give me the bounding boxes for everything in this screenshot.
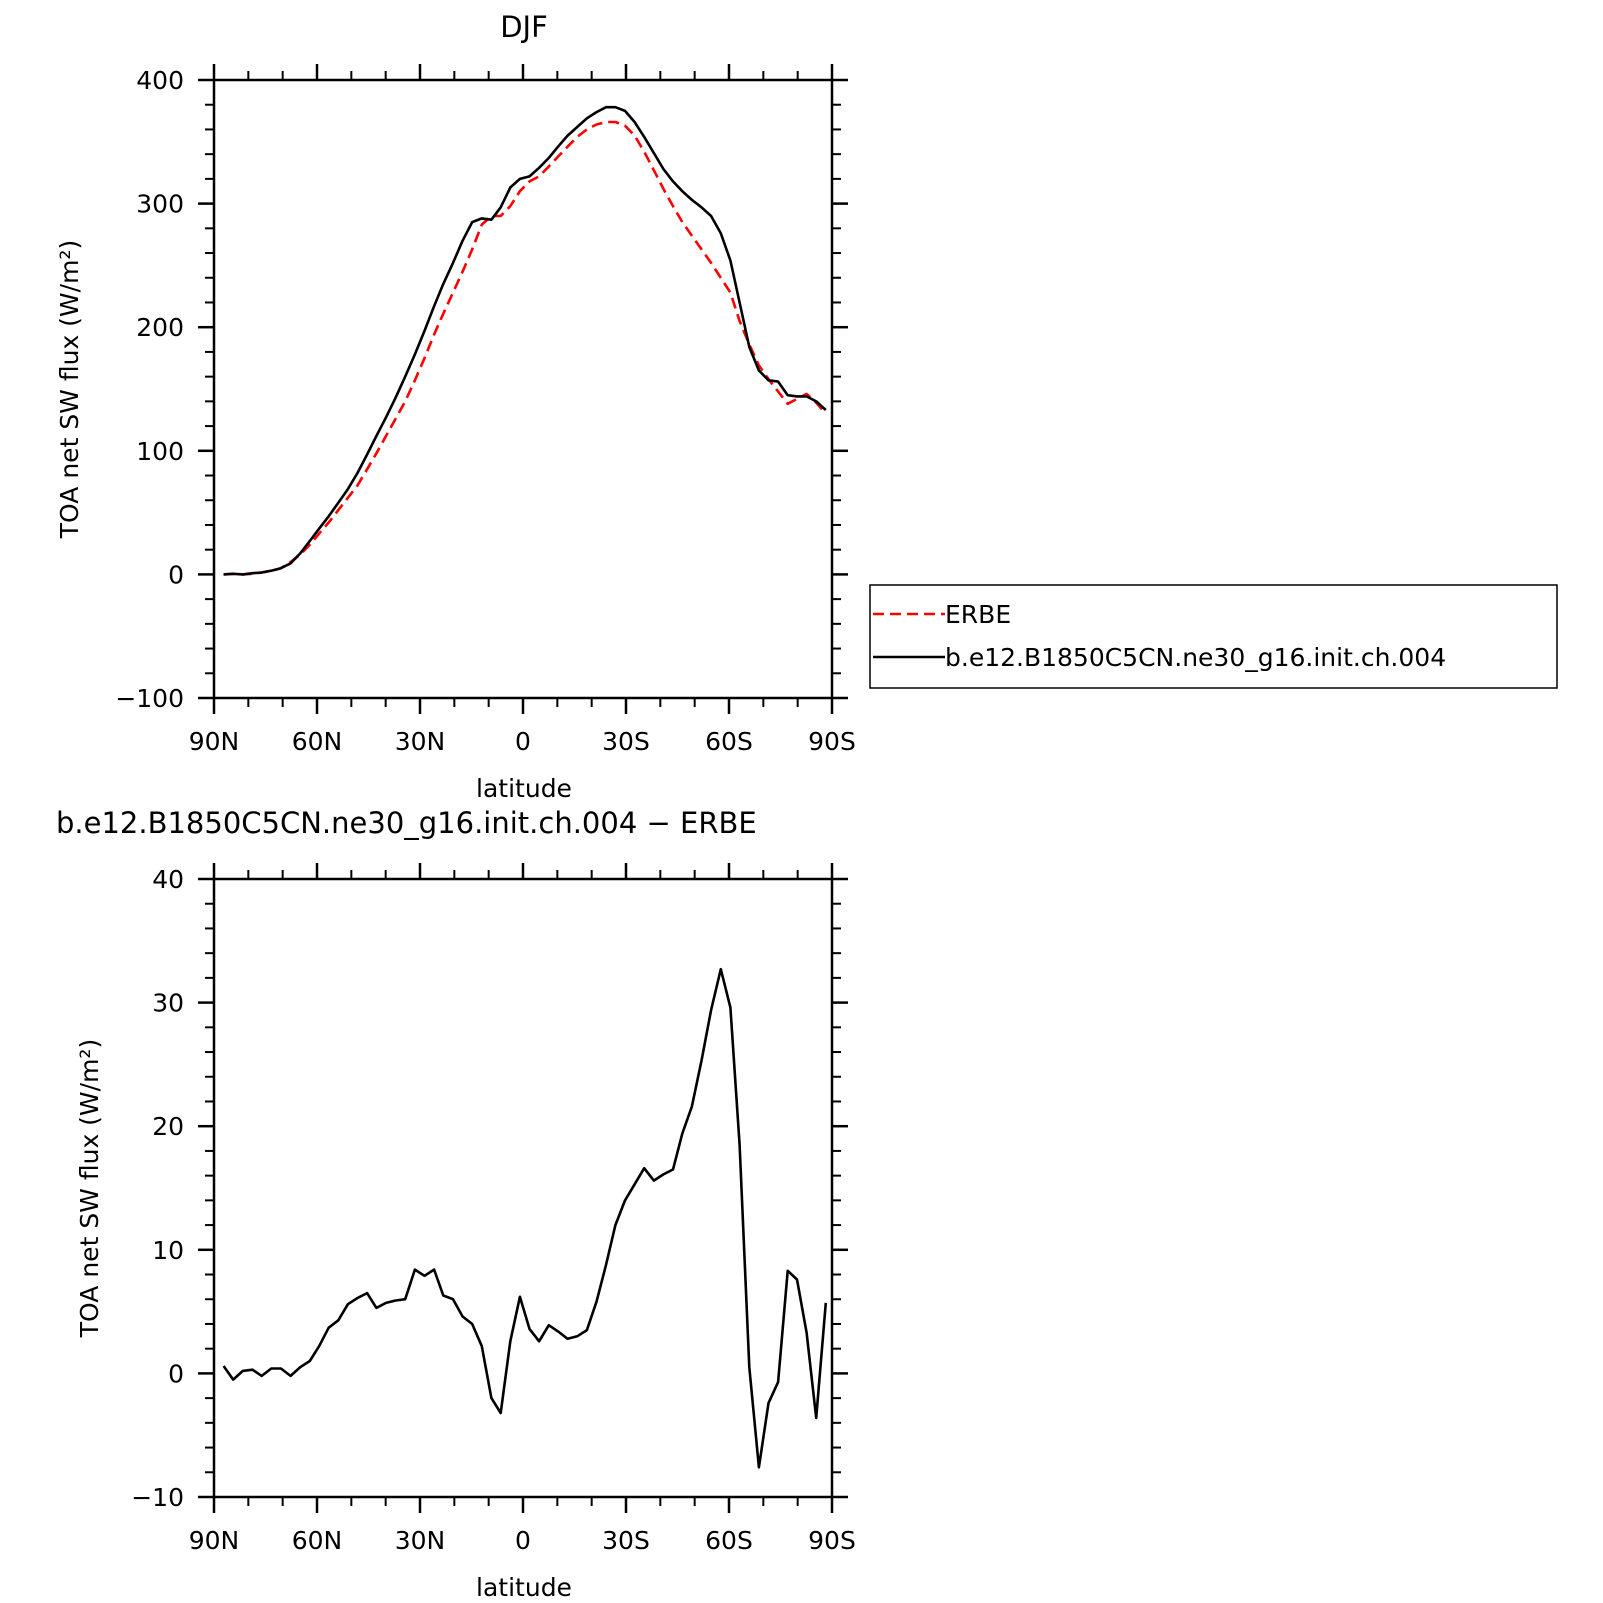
x-tick-label: 90S bbox=[808, 1526, 856, 1555]
x-tick-label: 0 bbox=[515, 1526, 531, 1555]
x-tick-label: 30S bbox=[602, 1526, 650, 1555]
x-tick-label: 90N bbox=[189, 727, 240, 756]
y-tick-label: 400 bbox=[136, 66, 184, 95]
bottom-xtick-labels: 90N 60N 30N 0 30S 60S 90S bbox=[189, 1526, 856, 1555]
x-tick-label: 30S bbox=[602, 727, 650, 756]
y-tick-label: −10 bbox=[131, 1483, 184, 1512]
y-tick-label: 200 bbox=[136, 313, 184, 342]
y-tick-label: 0 bbox=[168, 560, 184, 589]
bottom-plot-frame bbox=[212, 877, 834, 1499]
x-tick-label: 0 bbox=[515, 727, 531, 756]
bottom-chart-title: b.e12.B1850C5CN.ne30_g16.init.ch.004 − E… bbox=[56, 806, 757, 840]
y-tick-label: 40 bbox=[152, 865, 184, 894]
bottom-series-lines bbox=[222, 967, 828, 1469]
top-series-lines bbox=[223, 105, 827, 576]
x-tick-label: 90N bbox=[189, 1526, 240, 1555]
bottom-ticks bbox=[198, 863, 848, 1513]
legend: ERBE b.e12.B1850C5CN.ne30_g16.init.ch.00… bbox=[869, 584, 1558, 689]
y-tick-label: −100 bbox=[115, 684, 184, 713]
legend-label-erbe: ERBE bbox=[945, 600, 1011, 629]
top-chart-title: DJF bbox=[500, 10, 548, 44]
series-line-erbe bbox=[223, 120, 827, 576]
y-tick-label: 300 bbox=[136, 190, 184, 219]
x-tick-label: 90S bbox=[808, 727, 856, 756]
x-tick-label: 60N bbox=[292, 727, 343, 756]
bottom-yaxis-label: TOA net SW flux (W/m²) bbox=[75, 1039, 104, 1338]
x-tick-label: 30N bbox=[395, 727, 446, 756]
bottom-ytick-labels: −10 0 10 20 30 40 bbox=[131, 865, 184, 1512]
x-tick-label: 60S bbox=[705, 727, 753, 756]
bottom-panel: b.e12.B1850C5CN.ne30_g16.init.ch.004 − E… bbox=[56, 806, 856, 1602]
x-tick-label: 30N bbox=[395, 1526, 446, 1555]
y-tick-label: 20 bbox=[152, 1112, 184, 1141]
series-line-difference bbox=[222, 967, 828, 1469]
legend-box bbox=[869, 584, 1558, 689]
top-ytick-labels: −100 0 100 200 300 400 bbox=[115, 66, 184, 713]
y-tick-label: 30 bbox=[152, 989, 184, 1018]
y-tick-label: 10 bbox=[152, 1236, 184, 1265]
top-plot-frame bbox=[212, 78, 834, 700]
top-xtick-labels: 90N 60N 30N 0 30S 60S 90S bbox=[189, 727, 856, 756]
legend-label-model: b.e12.B1850C5CN.ne30_g16.init.ch.004 bbox=[945, 643, 1446, 672]
bottom-xaxis-label: latitude bbox=[476, 1573, 572, 1602]
x-tick-label: 60N bbox=[292, 1526, 343, 1555]
series-line-model bbox=[223, 105, 827, 576]
y-tick-label: 0 bbox=[168, 1359, 184, 1388]
top-ticks bbox=[198, 64, 848, 714]
top-xaxis-label: latitude bbox=[476, 774, 572, 803]
x-tick-label: 60S bbox=[705, 1526, 753, 1555]
y-tick-label: 100 bbox=[136, 437, 184, 466]
top-yaxis-label: TOA net SW flux (W/m²) bbox=[55, 240, 84, 539]
